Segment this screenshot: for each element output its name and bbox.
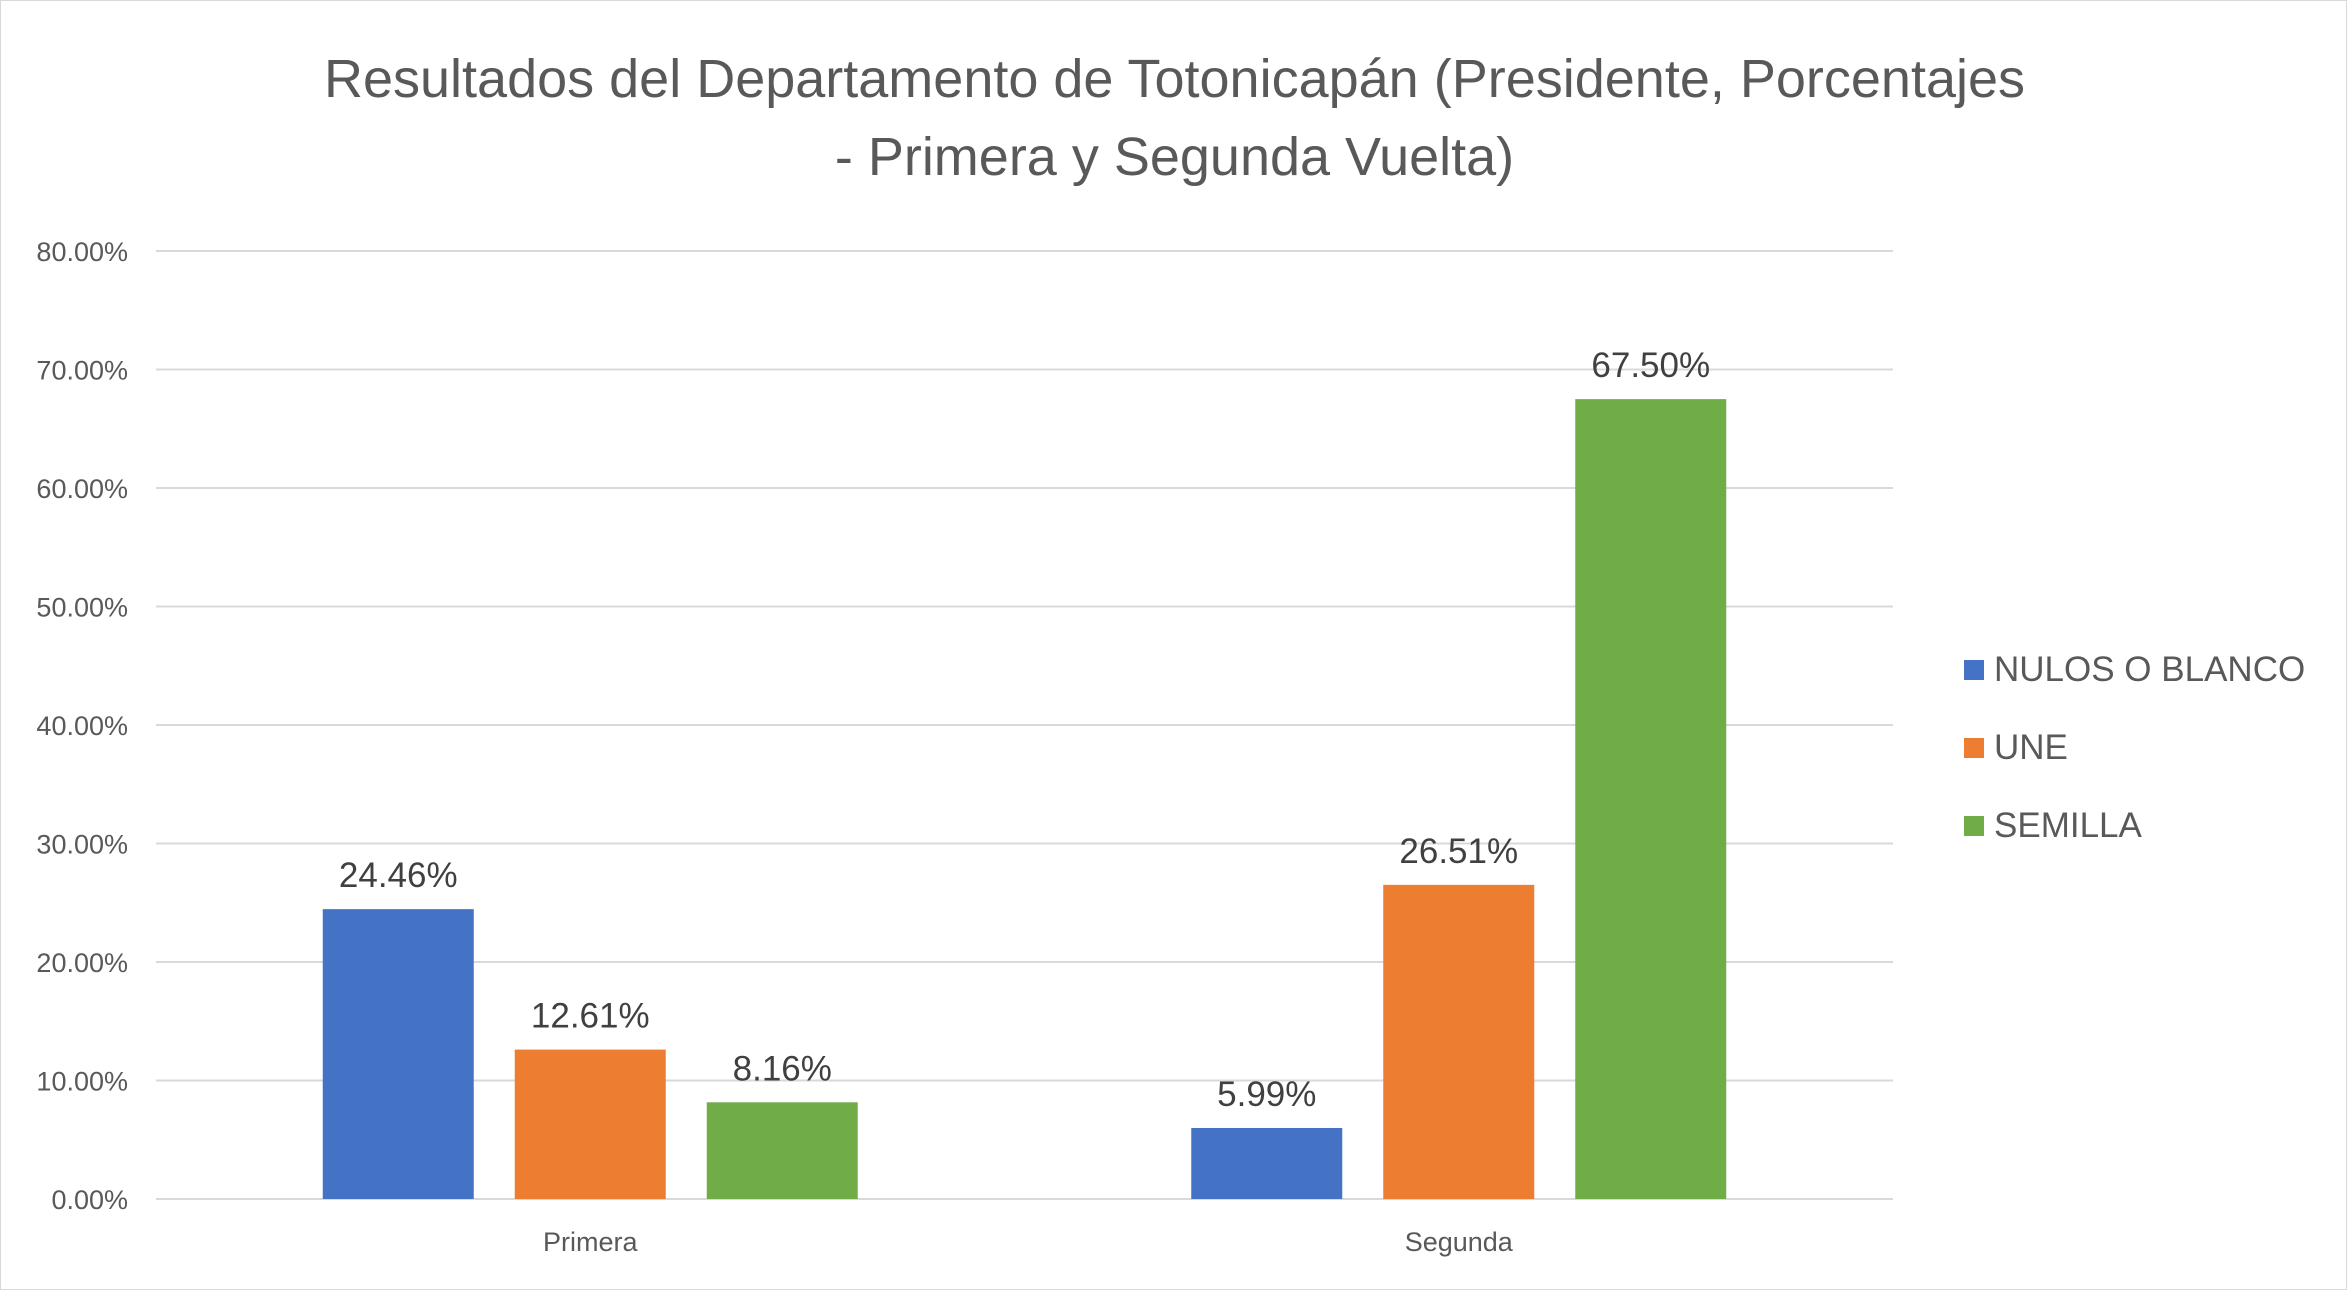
- legend-label-semilla: SEMILLA: [1994, 806, 2142, 845]
- legend-item-semilla: SEMILLA: [1964, 787, 2344, 865]
- bar-nulos-o-blanco-primera: [322, 909, 474, 1199]
- y-tick-label-0: 0.00%: [51, 1185, 128, 1215]
- data-label-semilla-segunda: 67.50%: [1591, 346, 1710, 385]
- y-tick-label-8: 80.00%: [36, 237, 128, 267]
- x-tick-label-primera: Primera: [543, 1227, 638, 1257]
- data-labels: 24.46% 12.61% 8.16% 5.99% 26.51% 67.50%: [339, 346, 1710, 1114]
- legend-label-nulos: NULOS O BLANCO: [1994, 650, 2306, 689]
- y-tick-label-7: 70.00%: [36, 356, 128, 386]
- y-tick-label-5: 50.00%: [36, 593, 128, 623]
- bar-nulos-o-blanco-segunda: [1191, 1128, 1343, 1199]
- bar-une-segunda: [1383, 884, 1535, 1199]
- y-tick-label-2: 20.00%: [36, 948, 128, 978]
- data-label-nulos-o-blanco-segunda: 5.99%: [1217, 1075, 1316, 1114]
- data-label-une-segunda: 26.51%: [1399, 832, 1518, 871]
- legend: NULOS O BLANCO UNE SEMILLA: [1964, 631, 2344, 865]
- legend-swatch-une: [1964, 738, 1984, 758]
- legend-label-une: UNE: [1994, 728, 2068, 767]
- data-label-nulos-o-blanco-primera: 24.46%: [339, 856, 458, 895]
- y-tick-label-3: 30.00%: [36, 830, 128, 860]
- y-axis-tick-labels: 0.00% 10.00% 20.00% 30.00% 40.00% 50.00% 60.00…: [36, 237, 128, 1215]
- y-tick-label-6: 60.00%: [36, 474, 128, 504]
- bars: [322, 399, 1727, 1199]
- chart-title-line-2: - Primera y Segunda Vuelta): [834, 127, 1515, 187]
- data-label-une-primera: 12.61%: [531, 997, 650, 1036]
- x-axis-tick-labels: Primera Segunda: [543, 1227, 1514, 1257]
- bar-semilla-segunda: [1575, 399, 1727, 1199]
- bar-semilla-primera: [706, 1102, 858, 1199]
- legend-item-nulos: NULOS O BLANCO: [1964, 631, 2344, 709]
- y-tick-label-4: 40.00%: [36, 711, 128, 741]
- legend-swatch-nulos: [1964, 660, 1984, 680]
- data-label-semilla-primera: 8.16%: [733, 1049, 832, 1088]
- y-tick-label-1: 10.00%: [36, 1067, 128, 1097]
- x-tick-label-segunda: Segunda: [1405, 1227, 1514, 1257]
- chart-title-line-1: Resultados del Departamento de Totonicap…: [323, 49, 2026, 109]
- bar-une-primera: [514, 1049, 666, 1199]
- legend-item-une: UNE: [1964, 709, 2344, 787]
- legend-swatch-semilla: [1964, 816, 1984, 836]
